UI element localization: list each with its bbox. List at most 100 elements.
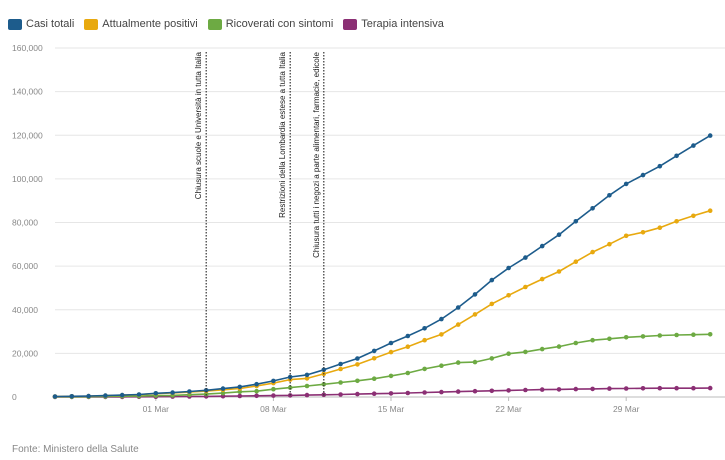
series-line: [54, 209, 711, 398]
data-point: [556, 387, 562, 392]
data-point: [455, 360, 461, 365]
data-point: [472, 359, 478, 365]
data-point: [371, 391, 377, 397]
data-point: [489, 388, 495, 394]
data-point: [321, 367, 327, 373]
data-point: [657, 333, 663, 338]
data-point: [338, 366, 343, 372]
data-point: [472, 292, 478, 297]
x-tick-label: 01 Mar: [143, 404, 170, 414]
data-point: [338, 380, 343, 385]
data-point: [405, 344, 411, 350]
legend-label: Ricoverati con sintomi: [225, 18, 334, 30]
y-tick-label: 60,000: [12, 261, 38, 271]
legend-item-terapia-intensiva[interactable]: Terapia intensiva: [343, 18, 444, 30]
data-point: [321, 382, 327, 387]
data-point: [657, 225, 663, 230]
data-point: [539, 346, 545, 352]
data-point: [439, 389, 444, 395]
data-point: [556, 344, 562, 349]
data-point: [338, 392, 343, 397]
series-line: [55, 387, 711, 398]
data-point: [707, 385, 713, 391]
data-point: [439, 316, 444, 322]
data-point: [674, 219, 679, 224]
data-point: [388, 349, 394, 355]
data-point: [220, 390, 226, 396]
data-point: [607, 241, 612, 247]
data-point: [489, 301, 495, 307]
y-tick-label: 20,000: [12, 348, 38, 358]
legend-item-attualmente-positivi[interactable]: Attualmente positivi: [84, 18, 198, 30]
data-point: [590, 249, 595, 255]
data-point: [573, 386, 579, 392]
data-point: [489, 277, 495, 283]
data-point: [691, 332, 696, 338]
data-point: [405, 390, 411, 396]
legend-label: Casi totali: [26, 18, 75, 30]
data-point: [657, 163, 663, 169]
data-point: [355, 362, 360, 367]
data-point: [506, 265, 511, 271]
legend-item-casi-totali[interactable]: Casi totali: [8, 18, 74, 30]
data-point: [69, 394, 75, 399]
data-point: [607, 336, 612, 342]
data-point: [539, 276, 545, 282]
data-point: [472, 312, 478, 317]
legend-label: Attualmente positivi: [102, 18, 198, 30]
data-point: [355, 378, 360, 384]
data-point: [691, 213, 696, 219]
data-point: [472, 388, 478, 394]
data-point: [254, 381, 259, 387]
data-point: [455, 389, 461, 394]
data-point: [86, 393, 91, 399]
y-tick-label: 100,000: [12, 174, 43, 184]
series-line: [54, 134, 711, 398]
data-point: [271, 378, 276, 384]
data-point: [623, 335, 629, 340]
data-point: [523, 387, 528, 393]
data-point: [455, 322, 461, 327]
data-point: [489, 356, 495, 361]
data-point: [556, 232, 562, 237]
data-point: [539, 243, 545, 249]
data-point: [506, 351, 511, 357]
data-point: [607, 193, 612, 198]
data-point: [355, 391, 360, 397]
data-point: [237, 389, 243, 395]
data-point: [388, 373, 394, 379]
data-point: [707, 208, 713, 213]
data-point: [271, 386, 276, 392]
data-point: [405, 370, 411, 376]
data-point: [52, 394, 58, 399]
data-point: [556, 269, 562, 274]
data-point: [439, 332, 444, 337]
data-point: [590, 386, 595, 392]
data-point: [388, 391, 394, 396]
data-point: [523, 284, 528, 290]
x-tick-label: 29 Mar: [613, 404, 640, 414]
data-point: [388, 340, 394, 346]
legend-swatch: [343, 18, 358, 30]
series-line: [55, 333, 711, 398]
x-tick-label: 15 Mar: [378, 404, 405, 414]
data-point: [304, 383, 310, 389]
annotation-label: Chiusura scuole e Università in tutta It…: [194, 51, 203, 199]
data-point: [254, 388, 259, 394]
data-point: [640, 334, 646, 339]
data-point: [539, 387, 545, 392]
data-point: [254, 393, 259, 399]
y-tick-label: 120,000: [12, 130, 43, 140]
legend-item-ricoverati[interactable]: Ricoverati con sintomi: [207, 18, 334, 30]
data-point: [573, 259, 579, 265]
legend-swatch: [84, 18, 99, 30]
data-point: [623, 233, 629, 239]
annotation-label: Chiusura tutti i negozi a parte alimenta…: [312, 51, 321, 257]
data-point: [237, 393, 243, 399]
data-point: [523, 349, 528, 355]
data-point: [640, 230, 646, 235]
legend-swatch: [207, 18, 222, 30]
y-tick-label: 40,000: [12, 305, 38, 315]
data-point: [674, 385, 679, 391]
data-point: [674, 332, 679, 338]
